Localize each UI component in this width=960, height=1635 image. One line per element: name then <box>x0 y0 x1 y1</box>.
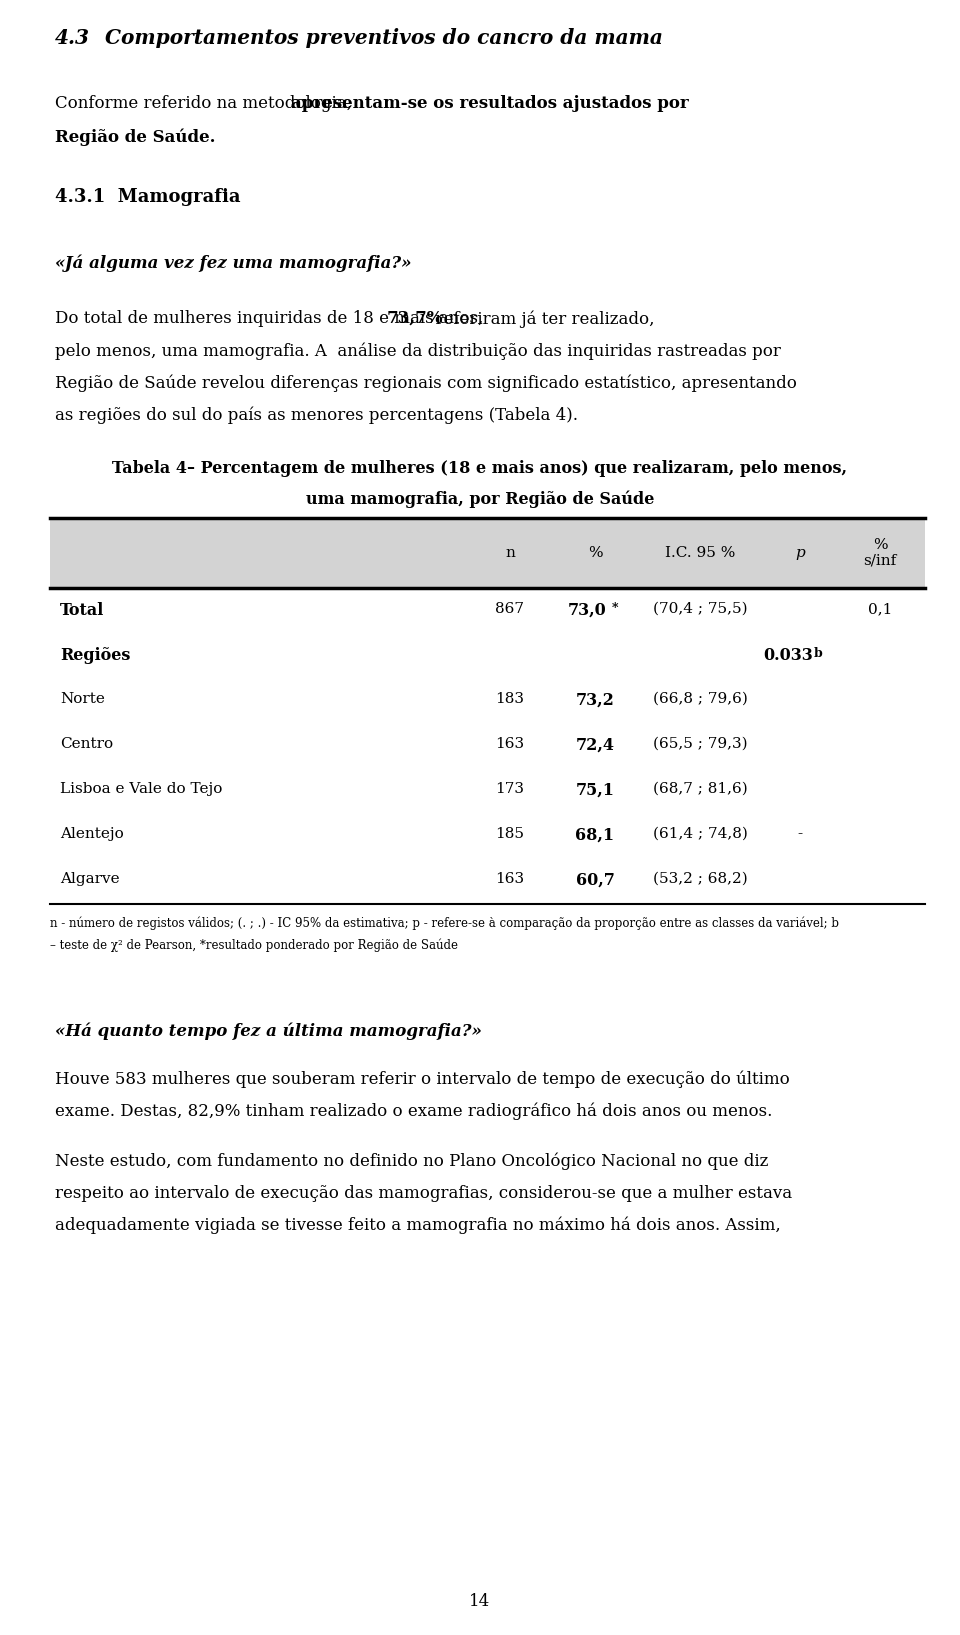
Text: 73,0: 73,0 <box>567 602 607 620</box>
Text: adequadamente vigiada se tivesse feito a mamografia no máximo há dois anos. Assi: adequadamente vigiada se tivesse feito a… <box>55 1216 780 1234</box>
Text: %: % <box>873 538 887 553</box>
Text: «Já alguma vez fez uma mamografia?»: «Já alguma vez fez uma mamografia?» <box>55 255 412 273</box>
Text: 14: 14 <box>469 1592 491 1610</box>
Text: referiram já ter realizado,: referiram já ter realizado, <box>425 311 655 327</box>
Text: Centro: Centro <box>60 737 113 750</box>
Text: «Há quanto tempo fez a última mamografia?»: «Há quanto tempo fez a última mamografia… <box>55 1024 482 1040</box>
Text: Houve 583 mulheres que souberam referir o intervalo de tempo de execução do últi: Houve 583 mulheres que souberam referir … <box>55 1071 790 1089</box>
Text: 73,2: 73,2 <box>576 692 614 710</box>
Text: (61,4 ; 74,8): (61,4 ; 74,8) <box>653 827 748 840</box>
Text: I.C. 95 %: I.C. 95 % <box>665 546 735 561</box>
Text: 75,1: 75,1 <box>575 782 614 800</box>
Text: Algarve: Algarve <box>60 871 120 886</box>
Text: s/inf: s/inf <box>863 554 897 567</box>
Text: 0.033: 0.033 <box>763 647 813 664</box>
Text: p: p <box>795 546 804 561</box>
Text: Regiões: Regiões <box>60 647 131 664</box>
Text: as regiões do sul do país as menores percentagens (Tabela 4).: as regiões do sul do país as menores per… <box>55 405 578 423</box>
Text: Comportamentos preventivos do cancro da mama: Comportamentos preventivos do cancro da … <box>105 28 662 47</box>
Text: Conforme referido na metodologia,: Conforme referido na metodologia, <box>55 95 357 113</box>
Text: n: n <box>505 546 515 561</box>
Text: 867: 867 <box>495 602 524 616</box>
Text: – teste de χ² de Pearson, *resultado ponderado por Região de Saúde: – teste de χ² de Pearson, *resultado pon… <box>50 938 458 952</box>
Text: n - número de registos válidos; (. ; .) - IC 95% da estimativa; p - refere-se à : n - número de registos válidos; (. ; .) … <box>50 916 839 930</box>
Text: Tabela 4– Percentagem de mulheres (18 e mais anos) que realizaram, pelo menos,: Tabela 4– Percentagem de mulheres (18 e … <box>112 459 848 477</box>
Text: Região de Saúde revelou diferenças regionais com significado estatístico, aprese: Região de Saúde revelou diferenças regio… <box>55 374 797 391</box>
Text: 68,1: 68,1 <box>575 827 614 844</box>
Text: Lisboa e Vale do Tejo: Lisboa e Vale do Tejo <box>60 782 223 796</box>
Text: respeito ao intervalo de execução das mamografias, considerou-se que a mulher es: respeito ao intervalo de execução das ma… <box>55 1185 792 1202</box>
Text: Alentejo: Alentejo <box>60 827 124 840</box>
Text: 73,7%: 73,7% <box>387 311 444 327</box>
Text: Do total de mulheres inquiridas de 18 e mais anos,: Do total de mulheres inquiridas de 18 e … <box>55 311 489 327</box>
Text: 0,1: 0,1 <box>868 602 892 616</box>
Text: (70,4 ; 75,5): (70,4 ; 75,5) <box>653 602 747 616</box>
Text: exame. Destas, 82,9% tinham realizado o exame radiográfico há dois anos ou menos: exame. Destas, 82,9% tinham realizado o … <box>55 1104 773 1120</box>
Text: pelo menos, uma mamografia. A  análise da distribuição das inquiridas rastreadas: pelo menos, uma mamografia. A análise da… <box>55 342 780 360</box>
Text: Região de Saúde.: Região de Saúde. <box>55 128 215 146</box>
Text: %: % <box>588 546 602 561</box>
Text: Norte: Norte <box>60 692 105 706</box>
Text: (66,8 ; 79,6): (66,8 ; 79,6) <box>653 692 748 706</box>
Text: 4.3.1  Mamografia: 4.3.1 Mamografia <box>55 188 241 206</box>
Text: 4.3: 4.3 <box>55 28 90 47</box>
Text: 163: 163 <box>495 737 524 750</box>
Text: uma mamografia, por Região de Saúde: uma mamografia, por Região de Saúde <box>306 490 654 507</box>
Text: (53,2 ; 68,2): (53,2 ; 68,2) <box>653 871 748 886</box>
Text: 173: 173 <box>495 782 524 796</box>
Text: 72,4: 72,4 <box>575 737 614 754</box>
Bar <box>50 518 925 589</box>
Text: 183: 183 <box>495 692 524 706</box>
Text: b: b <box>814 647 823 661</box>
Text: 163: 163 <box>495 871 524 886</box>
Text: Total: Total <box>60 602 105 620</box>
Text: (68,7 ; 81,6): (68,7 ; 81,6) <box>653 782 748 796</box>
Text: -: - <box>798 827 803 840</box>
Text: *: * <box>612 602 618 615</box>
Text: Neste estudo, com fundamento no definido no Plano Oncológico Nacional no que diz: Neste estudo, com fundamento no definido… <box>55 1153 768 1171</box>
Text: 185: 185 <box>495 827 524 840</box>
Text: (65,5 ; 79,3): (65,5 ; 79,3) <box>653 737 747 750</box>
Text: apresentam-se os resultados ajustados por: apresentam-se os resultados ajustados po… <box>291 95 688 113</box>
Text: 60,7: 60,7 <box>576 871 614 889</box>
